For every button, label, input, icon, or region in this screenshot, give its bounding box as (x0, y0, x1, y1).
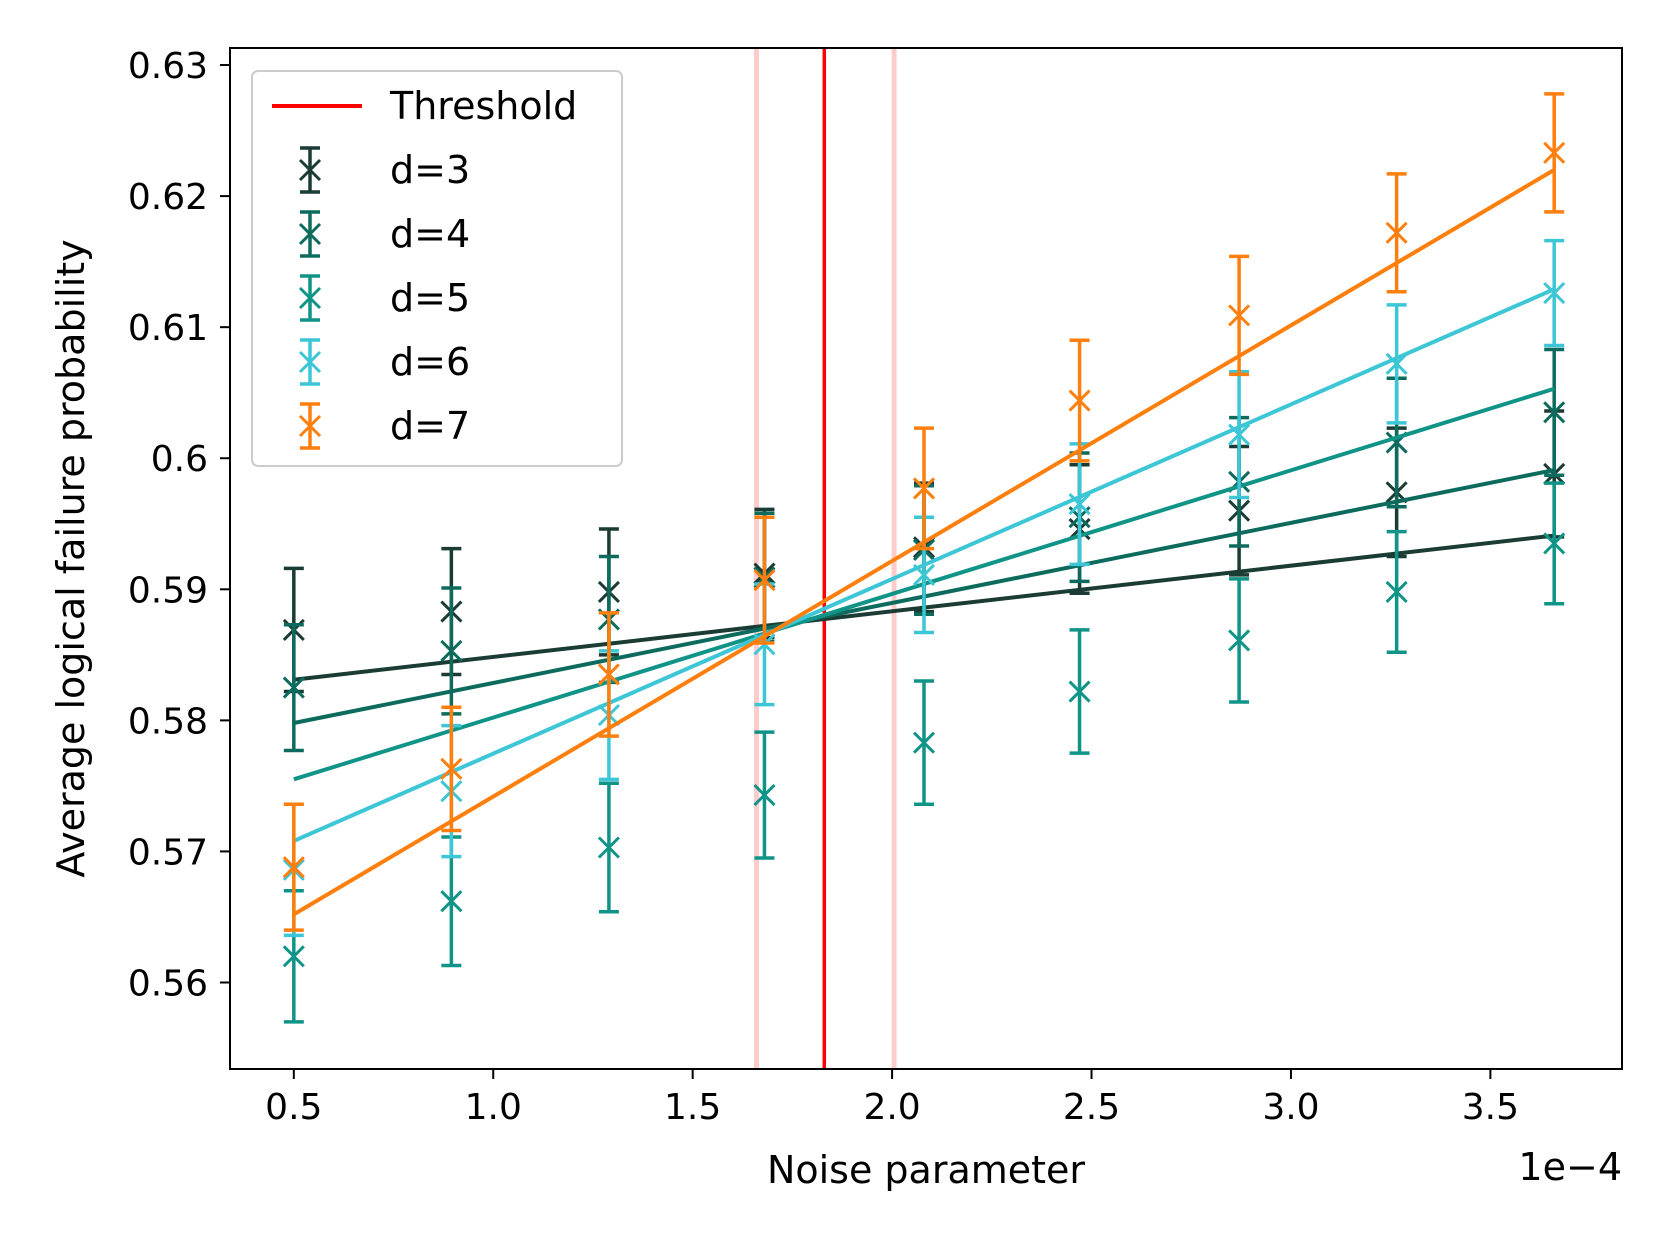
data-point (282, 945, 305, 968)
data-point (440, 639, 463, 662)
data-point (440, 757, 463, 780)
x-tick-label: 3.5 (1462, 1087, 1519, 1128)
x-tick-label: 3.0 (1262, 1087, 1319, 1128)
y-axis-label: Average logical failure probability (49, 239, 93, 877)
data-point (1385, 352, 1408, 375)
legend-marker (298, 414, 322, 438)
data-point (597, 663, 620, 686)
legend-label: d=6 (390, 340, 470, 384)
legend-marker (298, 286, 322, 310)
plot-frame (229, 47, 1623, 1070)
data-point (1068, 493, 1091, 516)
y-tick-label: 0.57 (128, 832, 208, 873)
legend-label: d=7 (390, 404, 470, 448)
legend: Threshold d=3 d=4 d=5 d=6 d=7 (251, 70, 623, 467)
data-point (1385, 580, 1408, 603)
data-point (1385, 221, 1408, 244)
y-tick-label: 0.58 (128, 701, 208, 742)
data-point (753, 784, 776, 807)
y-tick-label: 0.63 (128, 46, 208, 87)
data-point (1543, 401, 1566, 424)
x-tick-label: 1.5 (664, 1087, 721, 1128)
y-tick-label: 0.59 (128, 570, 208, 611)
data-point (1543, 282, 1566, 305)
x-tick-label: 2.0 (863, 1087, 920, 1128)
threshold-layer (753, 48, 897, 1069)
legend-marker (298, 222, 322, 246)
data-point (912, 477, 936, 500)
data-point (1068, 389, 1091, 412)
legend-item-d=3: d=3 (298, 146, 470, 194)
data-point (597, 836, 620, 859)
legend-label: d=3 (390, 148, 470, 192)
axes-layer: 0.5 1.0 1.5 2.0 2.5 3.0 3.5 0.560.570.580.590.… (49, 46, 1623, 1192)
x-tick-label: 1.0 (465, 1087, 522, 1128)
legend-item-d=6: d=6 (298, 338, 470, 386)
legend-marker (298, 350, 322, 374)
legend-marker (298, 158, 322, 182)
x-axis-label: Noise parameter (767, 1148, 1085, 1192)
data-point (440, 890, 463, 913)
y-tick-label: 0.6 (151, 439, 208, 480)
data-point (1228, 423, 1251, 446)
data-point (1068, 680, 1091, 703)
legend-box (251, 70, 623, 467)
data-point (1228, 304, 1251, 327)
legend-label: Threshold (389, 84, 577, 128)
y-tick-label: 0.56 (128, 963, 208, 1004)
legend-label: d=5 (390, 276, 470, 320)
data-point (912, 563, 936, 586)
legend-item-d=5: d=5 (298, 274, 470, 322)
legend-item-d=4: d=4 (298, 210, 470, 258)
y-tick-label: 0.62 (128, 177, 208, 218)
x-tick-label: 0.5 (265, 1087, 322, 1128)
x-axis-multiplier: 1e−4 (1518, 1145, 1622, 1189)
data-point (1228, 629, 1251, 652)
data-point (912, 731, 936, 754)
data-point (753, 569, 776, 592)
data-point (1543, 141, 1566, 164)
data-point (282, 676, 305, 699)
data-point (1543, 532, 1566, 555)
y-ticks: 0.56 0.57 0.58 0.59 0.6 0.61 0.62 0.63 (128, 46, 230, 1004)
y-tick-label: 0.61 (128, 308, 208, 349)
series-layer (282, 92, 1566, 1024)
legend-item-d=7: d=7 (298, 402, 470, 450)
legend-label: d=4 (390, 212, 470, 256)
data-point (282, 856, 305, 879)
x-ticks: 0.5 1.0 1.5 2.0 2.5 3.0 3.5 (265, 1069, 1519, 1128)
series-d=7 (282, 92, 1566, 932)
x-tick-label: 2.5 (1063, 1087, 1120, 1128)
